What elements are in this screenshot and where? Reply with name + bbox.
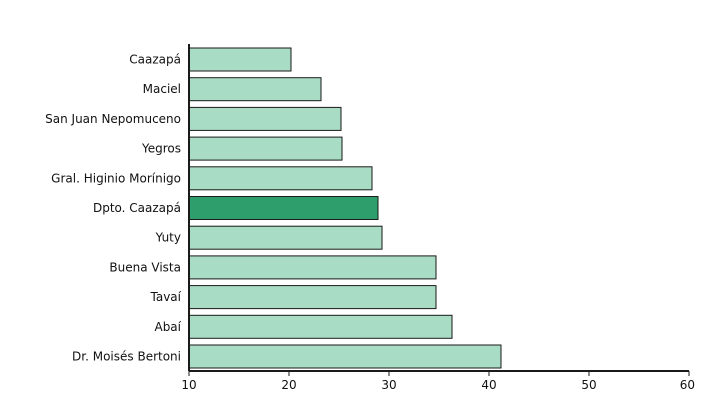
bar <box>188 255 437 280</box>
bar <box>188 196 379 220</box>
x-tick-label: 50 <box>581 378 596 392</box>
bar <box>188 77 322 102</box>
bar <box>188 285 437 310</box>
bar <box>188 106 342 131</box>
bar <box>188 225 383 250</box>
category-label: Abaí <box>154 320 181 334</box>
category-label: Yegros <box>141 142 181 156</box>
x-tick-label: 30 <box>381 378 396 392</box>
category-label: Tavaí <box>150 290 182 304</box>
category-label: San Juan Nepomuceno <box>45 112 181 126</box>
x-tick-label: 20 <box>281 378 296 392</box>
category-label: Dr. Moisés Bertoni <box>72 350 181 364</box>
bar <box>188 166 373 191</box>
category-label: Yuty <box>155 231 181 245</box>
category-label: Dpto. Caazapá <box>93 201 181 215</box>
bar <box>188 136 343 161</box>
bar <box>188 344 502 369</box>
bar <box>188 47 292 72</box>
category-label: Gral. Higinio Morínigo <box>51 171 181 185</box>
category-label: Maciel <box>143 82 181 96</box>
category-label: Caazapá <box>129 53 181 67</box>
x-tick-label: 60 <box>680 378 695 392</box>
bar <box>188 314 453 339</box>
x-tick-label: 10 <box>181 378 196 392</box>
category-label: Buena Vista <box>109 260 181 274</box>
x-tick-label: 40 <box>481 378 496 392</box>
